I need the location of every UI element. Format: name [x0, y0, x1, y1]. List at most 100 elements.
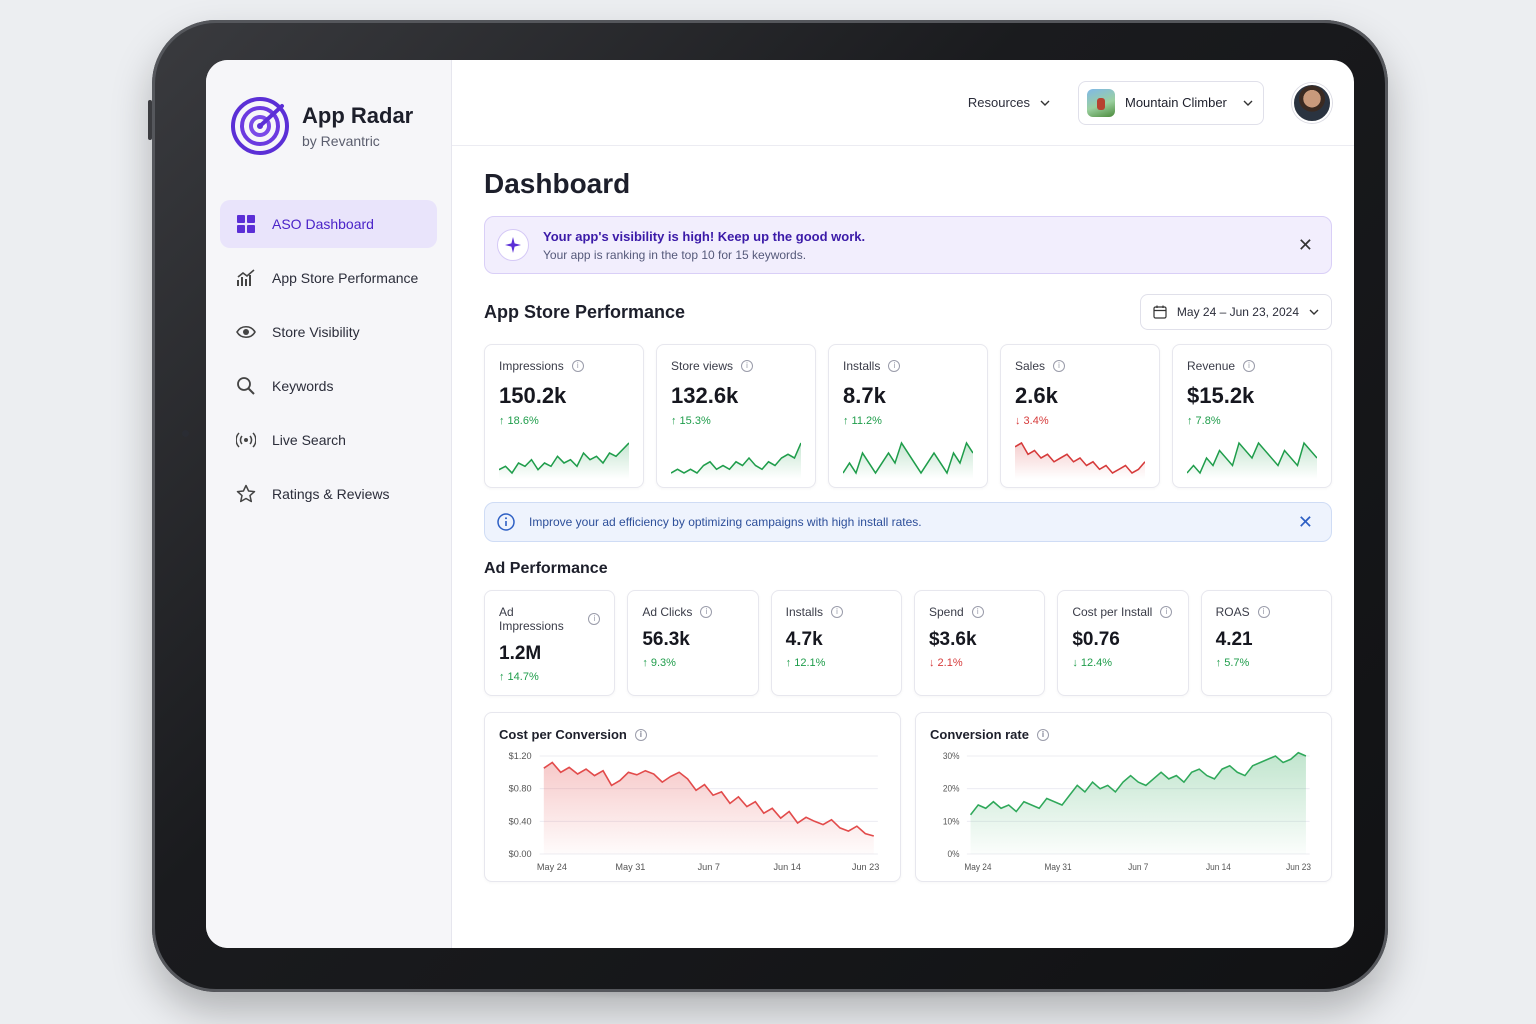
brand[interactable]: App Radar by Revantric	[220, 96, 437, 156]
sidebar-item-app-store-performance[interactable]: App Store Performance	[220, 254, 437, 302]
info-icon[interactable]: i	[741, 360, 754, 372]
info-icon[interactable]: i	[1160, 606, 1173, 618]
close-icon[interactable]: ✕	[1297, 235, 1313, 255]
ad-kpi-card[interactable]: Installs i 4.7k ↑ 12.1%	[770, 590, 902, 696]
kpi-value: 132.6k	[671, 383, 739, 408]
ad-kpi-row: Ad Impressions i 1.2M ↑ 14.7% Ad Clicks i 56.3…	[484, 590, 1332, 696]
kpi-change: ↑ 12.1%	[785, 657, 826, 669]
kpi-card[interactable]: Sales i 2.6k ↓ 3.4%	[1000, 344, 1160, 488]
info-icon[interactable]: i	[700, 606, 713, 618]
sparkline-chart	[843, 441, 973, 479]
ad-kpi-card[interactable]: Ad Impressions i 1.2M ↑ 14.7%	[484, 590, 616, 696]
kpi-label: Sales i	[1015, 359, 1145, 373]
kpi-change: ↑ 11.2%	[843, 415, 882, 427]
info-icon[interactable]: i	[1053, 360, 1066, 372]
y-tick-label: $1.20	[509, 751, 532, 761]
sidebar-item-label: Store Visibility	[272, 324, 360, 340]
y-tick-label: 20%	[943, 783, 960, 793]
broadcast-icon	[236, 432, 256, 448]
date-range-picker[interactable]: May 24 – Jun 23, 2024	[1139, 294, 1332, 330]
info-icon[interactable]: i	[971, 606, 984, 618]
y-tick-label: 30%	[943, 751, 960, 761]
calendar-icon	[1153, 305, 1167, 319]
camera	[182, 430, 189, 437]
resources-menu[interactable]: Resources	[968, 95, 1050, 110]
sparkline-area	[671, 443, 801, 479]
x-tick-label: Jun 7	[698, 862, 720, 872]
close-icon[interactable]: ✕	[1297, 512, 1313, 532]
info-icon[interactable]: i	[588, 613, 601, 625]
info-icon[interactable]: i	[1257, 606, 1270, 618]
kpi-value: 8.7k	[843, 383, 886, 408]
page-title: Dashboard	[484, 168, 631, 199]
sparkline-line	[1187, 441, 1317, 475]
info-icon[interactable]: i	[1243, 360, 1256, 372]
kpi-label: Installs i	[786, 605, 887, 619]
kpi-change: ↑ 9.3%	[642, 657, 676, 669]
chevron-down-icon	[1309, 309, 1319, 315]
sidebar-item-aso-dashboard[interactable]: ASO Dashboard	[220, 200, 437, 248]
user-avatar[interactable]	[1292, 82, 1332, 123]
sidebar-item-live-search[interactable]: Live Search	[220, 416, 437, 464]
kpi-card[interactable]: Impressions i 150.2k ↑ 18.6%	[484, 344, 644, 488]
ad-kpi-card[interactable]: Ad Clicks i 56.3k ↑ 9.3%	[627, 590, 759, 696]
kpi-change: ↓ 2.1%	[928, 657, 963, 669]
kpi-change: ↑ 7.8%	[1187, 415, 1221, 427]
sparkline-chart	[1015, 441, 1145, 479]
sparkline-chart	[671, 442, 801, 479]
chart-plot: 30% 20% 10% 0% May 24 May 31 Jun 7 Jun 14 Jun 23	[943, 751, 1311, 872]
ad-kpi-card[interactable]: ROAS i 4.21 ↑ 5.7%	[1200, 590, 1332, 696]
kpi-value: $15.2k	[1187, 383, 1255, 408]
kpi-label: Ad Clicks i	[642, 605, 743, 619]
kpi-card[interactable]: Revenue i $15.2k ↑ 7.8%	[1172, 344, 1332, 488]
info-icon[interactable]: i	[888, 360, 901, 372]
sparkle-icon	[497, 229, 529, 261]
info-icon[interactable]: i	[831, 606, 844, 618]
kpi-change: ↓ 3.4%	[1015, 415, 1049, 427]
sidebar-item-label: Live Search	[272, 432, 346, 448]
sparkline-line	[1015, 441, 1145, 474]
ad-kpi-card[interactable]: Cost per Install i $0.76 ↓ 12.4%	[1057, 590, 1189, 696]
x-tick-label: May 31	[615, 862, 645, 872]
store-kpi-row: Impressions i 150.2k ↑ 18.6% Store views i 132…	[484, 344, 1332, 488]
app-name: Mountain Climber	[1125, 95, 1227, 110]
section-title: App Store Performance	[484, 301, 686, 322]
y-tick-label: $0.80	[509, 784, 532, 794]
kpi-label-text: ROAS	[1215, 605, 1250, 619]
kpi-label-text: Installs	[785, 605, 824, 619]
series-line	[543, 761, 875, 837]
kpi-change: ↑ 15.3%	[671, 415, 711, 427]
y-tick-label: $0.40	[509, 816, 532, 826]
y-tick-label: $0.00	[509, 849, 532, 859]
ad-kpi-card[interactable]: Spend i $3.6k ↓ 2.1%	[913, 590, 1046, 696]
search-icon	[237, 377, 255, 395]
kpi-change: ↓ 12.4%	[1072, 657, 1113, 669]
kpi-card[interactable]: Store views i 132.6k ↑ 15.3%	[656, 344, 816, 488]
sidebar: App Radar by Revantric ASO Dashboard App…	[206, 60, 452, 948]
sidebar-item-keywords[interactable]: Keywords	[220, 362, 437, 410]
area-fill	[543, 762, 874, 854]
sidebar-item-ratings-reviews[interactable]: Ratings & Reviews	[220, 470, 437, 518]
info-icon[interactable]: i	[571, 360, 584, 372]
chevron-down-icon	[1040, 100, 1050, 106]
kpi-label: Store views i	[671, 359, 801, 373]
x-tick-label: Jun 14	[773, 862, 801, 872]
kpi-card[interactable]: Installs i 8.7k ↑ 11.2%	[828, 344, 988, 488]
brand-name: App Radar	[302, 103, 414, 128]
banner-title: Your app's visibility is high! Keep up t…	[543, 228, 866, 244]
sparkline-line	[843, 441, 973, 475]
chart-title-label: Cost per Conversion	[499, 727, 627, 742]
sidebar-item-store-visibility[interactable]: Store Visibility	[220, 308, 437, 356]
info-icon[interactable]: i	[634, 728, 647, 741]
info-icon[interactable]: i	[1036, 728, 1049, 741]
app-selector[interactable]: Mountain Climber	[1078, 80, 1264, 125]
info-banner: Improve your ad efficiency by optimizing…	[484, 502, 1332, 542]
topbar: Resources Mountain Climber	[452, 60, 1354, 146]
sparkline-line	[671, 442, 801, 474]
info-banner-text: Improve your ad efficiency by optimizing…	[529, 515, 922, 529]
x-tick-label: Jun 7	[1128, 862, 1148, 872]
ad-performance-header: Ad Performance	[484, 560, 1332, 578]
area-fill	[970, 752, 1306, 854]
x-tick-label: May 24	[537, 862, 567, 872]
side-button	[148, 100, 152, 140]
